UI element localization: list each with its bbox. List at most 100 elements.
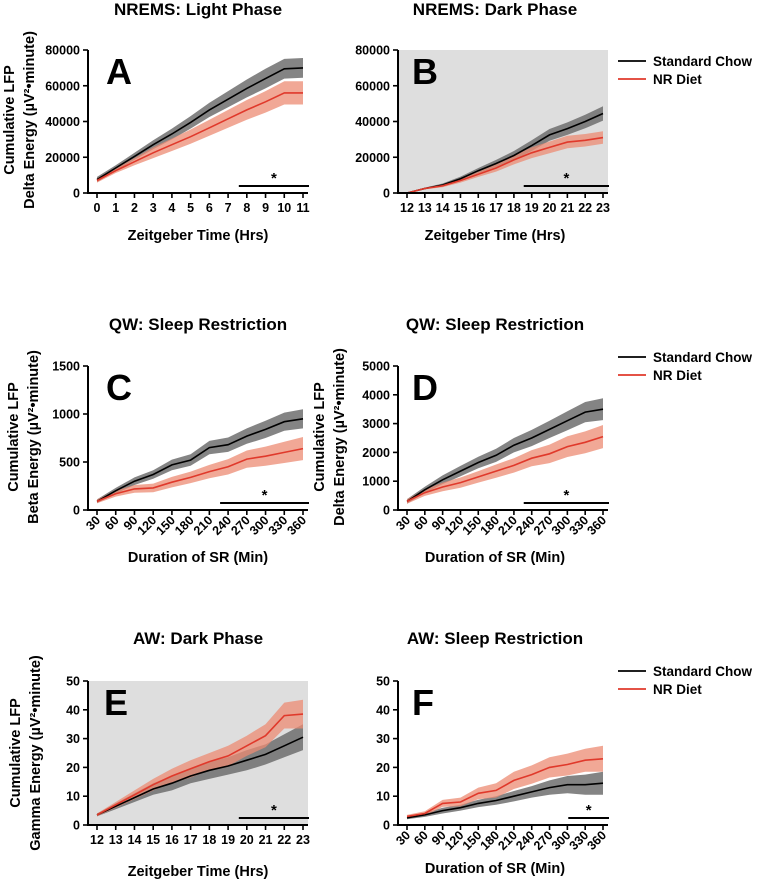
y-axis-label: Delta Energy (µV²•minute) bbox=[332, 348, 348, 526]
y-axis-label: Delta Energy (µV²•minute) bbox=[22, 31, 38, 209]
chart-panel-d: QW: Sleep Restriction D 0 1000 2000 3000 4000 5… bbox=[312, 315, 609, 566]
y-tick-label: 40000 bbox=[45, 115, 80, 129]
y-tick-label: 40 bbox=[376, 703, 390, 717]
significance-marker: * bbox=[586, 802, 592, 819]
panel-letter: F bbox=[412, 682, 434, 723]
y-tick-label: 80000 bbox=[45, 44, 80, 58]
legend-label-standard-chow: Standard Chow bbox=[653, 54, 753, 69]
x-tick-label: 18 bbox=[202, 833, 216, 847]
x-tick-label: 19 bbox=[221, 833, 235, 847]
y-tick-label: 5000 bbox=[362, 360, 390, 374]
y-axis-label: Cumulative LFP bbox=[8, 698, 24, 808]
x-tick-label: 18 bbox=[507, 201, 521, 215]
series-line-standard-chow bbox=[96, 418, 304, 503]
y-tick-label: 10 bbox=[376, 790, 390, 804]
y-tick-label: 50 bbox=[66, 675, 80, 689]
y-tick-label: 0 bbox=[383, 819, 390, 833]
chart-title: QW: Sleep Restriction bbox=[406, 315, 584, 334]
x-tick-label: 17 bbox=[184, 833, 198, 847]
significance-marker: * bbox=[271, 170, 277, 187]
legend-top: Standard Chow NR Diet bbox=[618, 54, 753, 87]
y-axis-label: Cumulative LFP bbox=[2, 65, 18, 175]
chart-title: NREMS: Light Phase bbox=[114, 0, 282, 19]
x-axis-label: Zeitgeber Time (Hrs) bbox=[425, 228, 566, 244]
y-tick-label: 60000 bbox=[45, 79, 80, 93]
x-tick-label: 16 bbox=[471, 201, 485, 215]
y-axis-label: Cumulative LFP bbox=[312, 382, 328, 492]
y-tick-label: 30 bbox=[376, 732, 390, 746]
series-line-standard-chow bbox=[96, 736, 304, 816]
x-tick-label: 5 bbox=[187, 201, 194, 215]
x-tick-label: 20 bbox=[543, 201, 557, 215]
y-tick-label: 20 bbox=[66, 761, 80, 775]
y-tick-label: 0 bbox=[383, 504, 390, 518]
legend-middle: Standard Chow NR Diet bbox=[618, 350, 753, 383]
y-tick-label: 0 bbox=[73, 187, 80, 201]
x-tick-label: 360 bbox=[284, 513, 309, 538]
x-tick-label: 11 bbox=[296, 201, 309, 215]
x-tick-label: 30 bbox=[83, 513, 103, 533]
series-line-nr-diet bbox=[406, 435, 604, 503]
x-tick-label: 15 bbox=[454, 201, 468, 215]
x-tick-label: 20 bbox=[240, 833, 254, 847]
y-tick-label: 10 bbox=[66, 790, 80, 804]
chart-title: AW: Dark Phase bbox=[133, 629, 263, 648]
error-band-nr-diet bbox=[407, 425, 603, 504]
panel-letter: E bbox=[104, 682, 128, 723]
x-axis-label: Duration of SR (Min) bbox=[425, 861, 565, 877]
x-tick-label: 22 bbox=[277, 833, 291, 847]
x-tick-label: 2 bbox=[131, 201, 138, 215]
series-line-standard-chow bbox=[406, 782, 604, 819]
y-axis-label: Beta Energy (µV²•minute) bbox=[26, 350, 42, 524]
legend-label-standard-chow: Standard Chow bbox=[653, 664, 753, 679]
x-tick-label: 360 bbox=[584, 828, 609, 853]
y-tick-label: 2000 bbox=[362, 446, 390, 460]
series-line-nr-diet bbox=[406, 136, 604, 194]
significance-marker: * bbox=[563, 170, 569, 187]
series-line-standard-chow bbox=[406, 408, 604, 503]
x-tick-label: 13 bbox=[109, 833, 123, 847]
error-band-standard-chow bbox=[407, 771, 603, 820]
chart-title: NREMS: Dark Phase bbox=[413, 0, 577, 19]
x-tick-label: 4 bbox=[168, 201, 175, 215]
error-band-nr-diet bbox=[407, 745, 603, 818]
x-axis-label: Duration of SR (Min) bbox=[128, 550, 268, 566]
legend-label-nr-diet: NR Diet bbox=[653, 682, 702, 697]
chart-panel-c: QW: Sleep RestrictionC050010001500306090… bbox=[6, 315, 309, 566]
y-axis-label: Gamma Energy (µV²•minute) bbox=[28, 655, 44, 851]
series-line-nr-diet bbox=[96, 447, 304, 503]
x-tick-label: 60 bbox=[102, 513, 122, 533]
error-band-nr-diet bbox=[97, 437, 303, 504]
x-tick-label: 23 bbox=[596, 201, 610, 215]
x-tick-label: 16 bbox=[165, 833, 179, 847]
x-tick-label: 22 bbox=[578, 201, 592, 215]
y-tick-label: 30 bbox=[66, 732, 80, 746]
chart-panel-b: NREMS: Dark Phase B 0 20000 40000 60000 80000 1… bbox=[355, 0, 610, 244]
y-tick-label: 1000 bbox=[362, 475, 390, 489]
chart-panel-e: AW: Dark Phase E 0 10 20 30 40 50 12 13 14 15 16 17 18… bbox=[8, 629, 310, 880]
x-tick-label: 21 bbox=[560, 201, 574, 215]
y-tick-label: 60000 bbox=[355, 79, 390, 93]
y-tick-label: 50 bbox=[376, 675, 390, 689]
panel-letter: C bbox=[106, 367, 132, 408]
y-tick-label: 20 bbox=[376, 761, 390, 775]
error-band-standard-chow bbox=[97, 409, 303, 504]
chart-title: AW: Sleep Restriction bbox=[407, 629, 583, 648]
y-tick-label: 20000 bbox=[355, 151, 390, 165]
x-tick-label: 21 bbox=[259, 833, 273, 847]
x-tick-label: 9 bbox=[262, 201, 269, 215]
x-tick-label: 15 bbox=[146, 833, 160, 847]
x-axis-label: Zeitgeber Time (Hrs) bbox=[128, 864, 269, 880]
x-tick-label: 17 bbox=[489, 201, 503, 215]
chart-panel-a: NREMS: Light Phase A 0 20000 40000 60000 80000… bbox=[2, 0, 310, 244]
series-line-standard-chow bbox=[96, 67, 304, 181]
y-tick-label: 40000 bbox=[355, 115, 390, 129]
x-axis-label: Zeitgeber Time (Hrs) bbox=[128, 228, 269, 244]
panel-letter: A bbox=[106, 51, 132, 92]
x-tick-label: 13 bbox=[418, 201, 432, 215]
x-tick-label: 14 bbox=[128, 833, 142, 847]
y-tick-label: 0 bbox=[73, 504, 80, 518]
x-tick-label: 1 bbox=[112, 201, 119, 215]
panel-letter: B bbox=[412, 51, 438, 92]
y-tick-label: 20000 bbox=[45, 151, 80, 165]
